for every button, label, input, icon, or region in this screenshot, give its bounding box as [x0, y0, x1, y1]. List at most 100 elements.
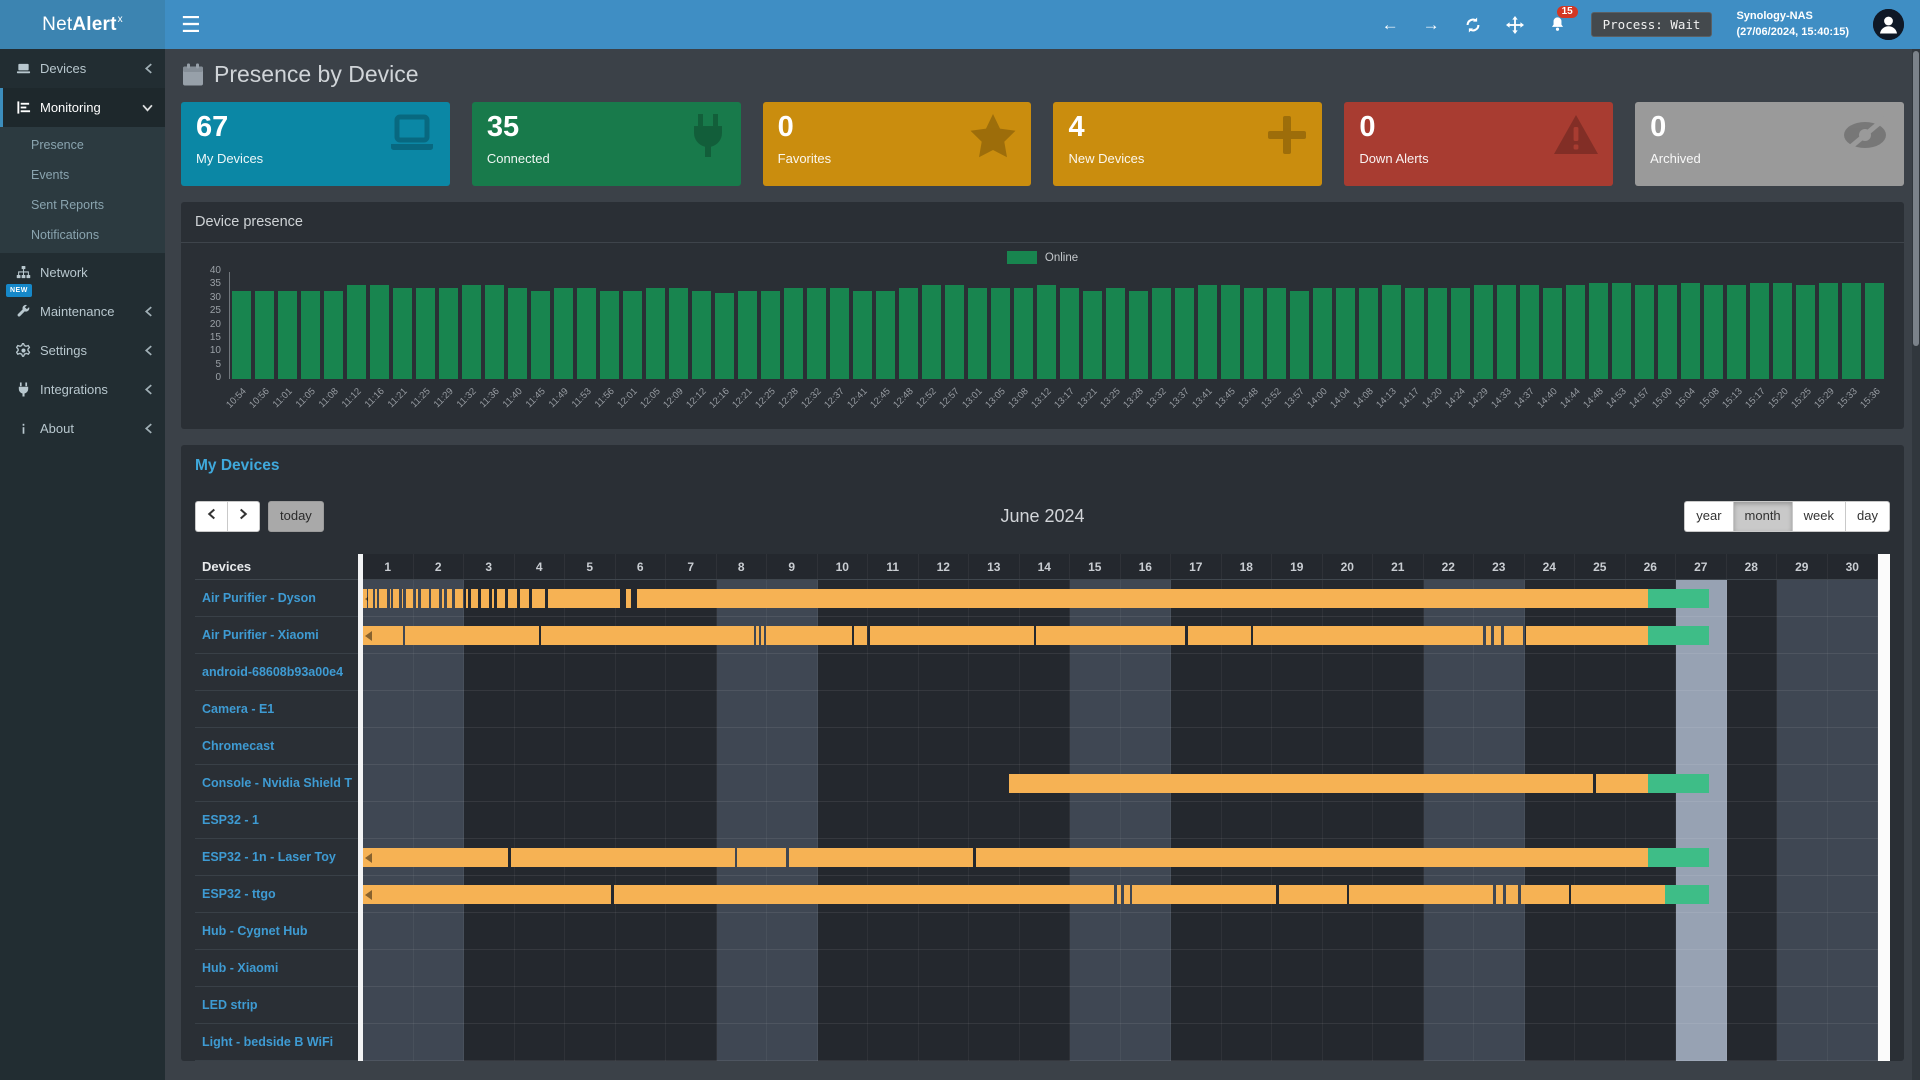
notification-bell-icon[interactable]: 15 — [1548, 6, 1578, 34]
device-link[interactable]: LED strip — [195, 987, 358, 1024]
infobox-favorites[interactable]: 0 Favorites — [762, 102, 1032, 186]
presence-bar-segment[interactable] — [540, 626, 754, 645]
view-week-button[interactable]: week — [1791, 501, 1846, 532]
presence-bar-segment[interactable] — [363, 589, 367, 608]
presence-bar-segment[interactable] — [471, 589, 479, 608]
column-resizer[interactable] — [358, 554, 363, 1061]
presence-bar-segment[interactable] — [1187, 626, 1251, 645]
sidebar-item-integrations[interactable]: Integrations — [0, 370, 165, 409]
presence-bar-segment[interactable] — [613, 885, 1115, 904]
back-arrow-icon[interactable]: ← — [1381, 15, 1399, 34]
presence-bar-segment[interactable] — [441, 589, 444, 608]
presence-bar-segment[interactable] — [975, 848, 1649, 867]
presence-bar-segment[interactable] — [416, 589, 419, 608]
sidebar-item-settings[interactable]: Settings — [0, 331, 165, 370]
presence-bar-segment[interactable] — [1132, 885, 1277, 904]
presence-bar-segment[interactable] — [1009, 774, 1594, 793]
page-scrollbar[interactable] — [1912, 49, 1920, 1080]
presence-bar-online-now[interactable] — [1664, 885, 1709, 904]
presence-bar-segment[interactable] — [636, 589, 1649, 608]
presence-bar-segment[interactable] — [1124, 885, 1130, 904]
sidebar-item-presence[interactable]: Presence — [31, 138, 84, 152]
presence-bar-segment[interactable] — [420, 589, 429, 608]
avatar[interactable] — [1873, 9, 1904, 40]
presence-bar-segment[interactable] — [519, 589, 529, 608]
presence-bar-segment[interactable] — [854, 626, 868, 645]
move-icon[interactable] — [1505, 15, 1524, 34]
view-day-button[interactable]: day — [1845, 501, 1890, 532]
infobox-archived[interactable]: 0 Archived — [1635, 102, 1904, 186]
presence-bar-segment[interactable] — [481, 589, 490, 608]
infobox-down-alerts[interactable]: 0 Down Alerts — [1344, 102, 1614, 186]
presence-bar-segment[interactable] — [401, 589, 404, 608]
presence-bar-segment[interactable] — [1493, 626, 1502, 645]
device-link[interactable]: ESP32 - 1 — [195, 802, 358, 839]
device-link[interactable]: Light - bedside B WiFi — [195, 1024, 358, 1061]
forward-arrow-icon[interactable]: → — [1422, 15, 1440, 34]
presence-bar-online-now[interactable] — [1648, 626, 1709, 645]
presence-bar-segment[interactable] — [405, 626, 539, 645]
presence-bar-online-now[interactable] — [1648, 774, 1709, 793]
device-link[interactable]: ESP32 - ttgo — [195, 876, 358, 913]
presence-bar-segment[interactable] — [393, 589, 400, 608]
app-logo[interactable]: NetAlertx — [0, 0, 165, 49]
sidebar-item-events[interactable]: Events — [31, 168, 70, 182]
sidebar-item-devices[interactable]: Devices — [0, 49, 165, 88]
presence-bar-segment[interactable] — [761, 626, 764, 645]
presence-bar-segment[interactable] — [492, 589, 495, 608]
sidebar-item-monitoring[interactable]: Monitoring — [0, 88, 165, 127]
presence-bar-online-now[interactable] — [1648, 589, 1709, 608]
presence-bar-segment[interactable] — [1526, 626, 1649, 645]
today-button[interactable]: today — [268, 501, 324, 532]
device-link[interactable]: Hub - Xiaomi — [195, 950, 358, 987]
device-link[interactable]: android-68608b93a00e4 — [195, 654, 358, 691]
presence-bar-segment[interactable] — [466, 589, 469, 608]
presence-bar-segment[interactable] — [756, 626, 759, 645]
presence-bar-segment[interactable] — [625, 589, 631, 608]
presence-bar-segment[interactable] — [1595, 774, 1649, 793]
presence-bar-online-now[interactable] — [1648, 848, 1709, 867]
presence-bar-segment[interactable] — [1253, 626, 1484, 645]
presence-bar-segment[interactable] — [531, 589, 545, 608]
presence-bar-segment[interactable] — [1571, 885, 1665, 904]
calendar-scrollbar[interactable] — [1878, 554, 1890, 1061]
infobox-my-devices[interactable]: 67 My Devices — [181, 102, 450, 186]
presence-bar-segment[interactable] — [431, 589, 439, 608]
infobox-new-devices[interactable]: 4 New Devices — [1053, 102, 1323, 186]
refresh-icon[interactable] — [1464, 16, 1482, 34]
presence-bar-segment[interactable] — [363, 885, 612, 904]
sidebar-item-sent-reports[interactable]: Sent Reports — [31, 198, 104, 212]
presence-bar-segment[interactable] — [1520, 885, 1569, 904]
prev-button[interactable] — [195, 501, 227, 532]
view-year-button[interactable]: year — [1684, 501, 1733, 532]
presence-bar-segment[interactable] — [446, 589, 452, 608]
presence-bar-segment[interactable] — [1495, 885, 1504, 904]
presence-bar-segment[interactable] — [389, 589, 392, 608]
presence-bar-segment[interactable] — [1036, 626, 1186, 645]
presence-bar-segment[interactable] — [1505, 885, 1519, 904]
view-month-button[interactable]: month — [1732, 501, 1792, 532]
infobox-connected[interactable]: 35 Connected — [471, 102, 741, 186]
device-link[interactable]: Camera - E1 — [195, 691, 358, 728]
presence-bar-segment[interactable] — [1485, 626, 1492, 645]
presence-bar-segment[interactable] — [1503, 626, 1524, 645]
presence-bar-segment[interactable] — [406, 589, 414, 608]
device-link[interactable]: Hub - Cygnet Hub — [195, 913, 358, 950]
presence-bar-segment[interactable] — [737, 848, 787, 867]
device-link[interactable]: Console - Nvidia Shield T — [195, 765, 358, 802]
device-link[interactable]: Air Purifier - Dyson — [195, 580, 358, 617]
presence-bar-segment[interactable] — [510, 848, 735, 867]
presence-bar-segment[interactable] — [1278, 885, 1347, 904]
presence-bar-segment[interactable] — [375, 589, 377, 608]
sidebar-item-about[interactable]: About — [0, 409, 165, 448]
presence-bar-segment[interactable] — [1349, 885, 1494, 904]
presence-bar-segment[interactable] — [363, 626, 404, 645]
presence-bar-segment[interactable] — [1116, 885, 1122, 904]
sidebar-toggle-icon[interactable]: ☰ — [181, 11, 201, 37]
page-scrollbar-thumb[interactable] — [1913, 51, 1919, 346]
device-link[interactable]: Air Purifier - Xiaomi — [195, 617, 358, 654]
presence-bar-segment[interactable] — [508, 589, 517, 608]
presence-bar-segment[interactable] — [497, 589, 506, 608]
device-link[interactable]: Chromecast — [195, 728, 358, 765]
presence-bar-segment[interactable] — [547, 589, 620, 608]
